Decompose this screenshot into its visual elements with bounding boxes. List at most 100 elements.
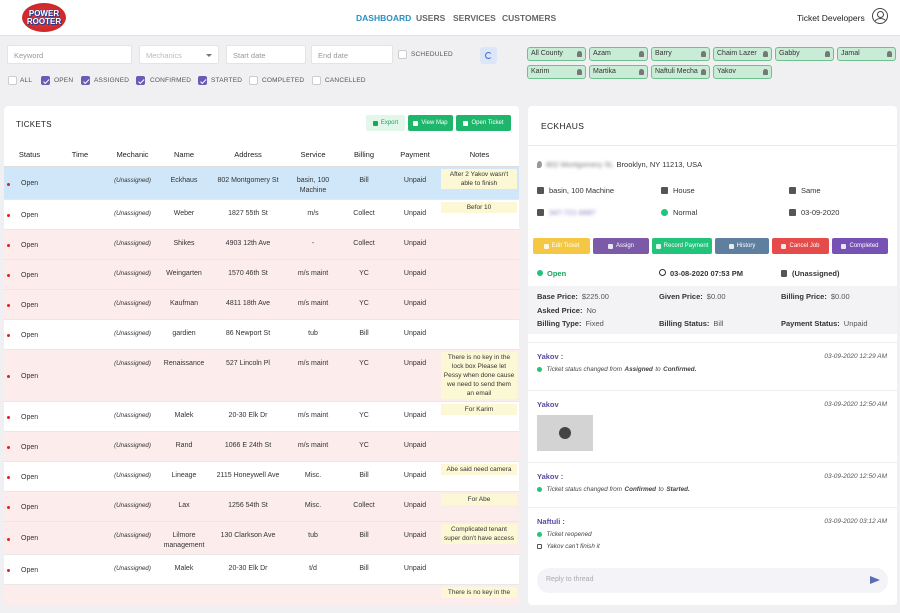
panel-title: TICKETS bbox=[16, 120, 52, 129]
filter-input[interactable]: Start date bbox=[226, 45, 306, 64]
payment: Unpaid bbox=[390, 491, 440, 522]
checkbox[interactable] bbox=[41, 76, 50, 85]
billing: Bill bbox=[338, 461, 390, 492]
checkbox[interactable] bbox=[8, 76, 17, 85]
ticket-row[interactable]: Open (Unassigned) Rand 1066 E 24th St m/s ma… bbox=[4, 431, 519, 462]
ticket-row[interactable]: Open (Unassigned) Kaufman 4811 18th Ave m/s … bbox=[4, 289, 519, 320]
info-text: Same bbox=[801, 186, 821, 195]
ticket-row[interactable]: Open (Unassigned) Lineage 2115 Honeywell Av… bbox=[4, 461, 519, 492]
button-label: Completed bbox=[849, 243, 879, 249]
user-icon[interactable] bbox=[872, 8, 888, 24]
bell-icon bbox=[825, 51, 830, 57]
filter-input[interactable]: Keyword bbox=[7, 45, 132, 64]
action-button[interactable]: Edit Ticket bbox=[533, 238, 590, 254]
cell bbox=[4, 584, 55, 605]
service: m/s maint bbox=[288, 431, 338, 462]
address: 1827 55th St bbox=[208, 199, 288, 230]
action-button[interactable]: Completed bbox=[832, 238, 888, 254]
cell: For Karim bbox=[440, 401, 519, 432]
price-label: Billing Price: bbox=[781, 292, 827, 301]
ticket-row[interactable]: There is no key in the bbox=[4, 584, 519, 605]
cell: Open bbox=[4, 289, 55, 320]
log-text: Yakov can't finish it bbox=[546, 543, 600, 550]
ticket-row[interactable]: Open (Unassigned) Weingarten 1570 46th St m/… bbox=[4, 259, 519, 290]
video-thumbnail[interactable] bbox=[537, 415, 593, 451]
refresh-button[interactable] bbox=[480, 47, 497, 64]
payment: Unpaid bbox=[390, 259, 440, 290]
nav-link[interactable]: CUSTOMERS bbox=[502, 13, 557, 23]
ticket-row[interactable]: Open (Unassigned) Malek 20-30 Elk Dr t/d Bill… bbox=[4, 554, 519, 585]
mechanic-chip[interactable]: Karim bbox=[527, 65, 586, 79]
service: tub bbox=[288, 319, 338, 350]
action-button[interactable]: History bbox=[715, 238, 769, 254]
mechanic-chip[interactable]: Naftuli Mecha bbox=[651, 65, 710, 79]
cell: Open bbox=[4, 199, 55, 230]
action-button[interactable]: Record Payment bbox=[652, 238, 712, 254]
reply-input[interactable]: Reply to thread bbox=[537, 568, 888, 593]
cell: Open bbox=[4, 401, 55, 432]
checkbox[interactable] bbox=[136, 76, 145, 85]
toolbar-button[interactable]: Open Ticket bbox=[456, 115, 511, 131]
cell: There is no key in the lock box Please l… bbox=[440, 349, 519, 402]
nav-link[interactable]: SERVICES bbox=[453, 13, 496, 23]
toolbar-button[interactable]: View Map bbox=[408, 115, 453, 131]
filter-input[interactable]: End date bbox=[311, 45, 393, 64]
checkbox[interactable] bbox=[312, 76, 321, 85]
checkbox[interactable] bbox=[249, 76, 258, 85]
name: Weingarten bbox=[160, 259, 208, 290]
time: 03-09-2020 03:12 AM bbox=[824, 518, 887, 525]
mechanic-chip[interactable]: Yakov bbox=[713, 65, 772, 79]
checkbox[interactable] bbox=[398, 50, 407, 59]
tickets-panel: TICKETS Status Time Mechanic Name Address Ser… bbox=[4, 106, 519, 605]
nav-link[interactable]: USERS bbox=[416, 13, 446, 23]
name: gardien bbox=[160, 319, 208, 350]
ticket-row[interactable]: Open (Unassigned) Weber 1827 55th St m/s Coll… bbox=[4, 199, 519, 230]
ticket-row[interactable]: Open (Unassigned) Lilmore management 130 Cl… bbox=[4, 521, 519, 555]
mechanic-chip[interactable]: Chaim Lazer bbox=[713, 47, 772, 61]
service: m/s maint bbox=[288, 289, 338, 320]
ticket-row[interactable]: Open (Unassigned) gardien 86 Newport St tub B… bbox=[4, 319, 519, 350]
ticket-row[interactable]: Open (Unassigned) Shikes 4903 12th Ave - Coll… bbox=[4, 229, 519, 260]
status-dot bbox=[7, 506, 10, 509]
logo[interactable]: POWER ROOTER bbox=[22, 3, 66, 32]
button-icon bbox=[607, 243, 613, 249]
payment: Unpaid bbox=[390, 289, 440, 320]
status: Open bbox=[21, 241, 39, 249]
bell-icon bbox=[639, 69, 644, 75]
user-name[interactable]: Ticket Developers bbox=[797, 13, 865, 23]
bell-icon bbox=[763, 69, 768, 75]
action-button[interactable]: Cancel Job bbox=[772, 238, 829, 254]
toolbar-button[interactable]: Export bbox=[366, 115, 405, 131]
button-icon bbox=[728, 243, 734, 249]
name: Malek bbox=[160, 401, 208, 432]
mechanic-chip[interactable]: Martika bbox=[589, 65, 648, 79]
billing: YC bbox=[338, 431, 390, 462]
cell bbox=[338, 584, 390, 605]
status: Open bbox=[21, 301, 39, 309]
filter-input[interactable]: Mechanics bbox=[139, 45, 219, 64]
send-icon[interactable] bbox=[870, 576, 880, 584]
mechanic-chip[interactable]: Jamal bbox=[837, 47, 896, 61]
bell-icon bbox=[701, 69, 706, 75]
cell bbox=[440, 259, 519, 290]
checkbox[interactable] bbox=[198, 76, 207, 85]
action-button[interactable]: Assign bbox=[593, 238, 649, 254]
price-label: Billing Status: bbox=[659, 319, 710, 328]
ticket-row[interactable]: Open (Unassigned) Malek 20-30 Elk Dr m/s mai… bbox=[4, 401, 519, 432]
payment: Unpaid bbox=[390, 401, 440, 432]
address: 20-30 Elk Dr bbox=[208, 554, 288, 585]
payment: Unpaid bbox=[390, 166, 440, 200]
checkbox[interactable] bbox=[81, 76, 90, 85]
nav-link[interactable]: DASHBOARD bbox=[356, 13, 412, 23]
mechanic-chip[interactable]: Barry bbox=[651, 47, 710, 61]
mechanic-chip[interactable]: Azam bbox=[589, 47, 648, 61]
ticket-row[interactable]: Open (Unassigned) Lax 1256 54th St Misc. Coll… bbox=[4, 491, 519, 522]
ticket-row[interactable]: Open (Unassigned) Eckhaus 802 Montgomery St… bbox=[4, 166, 519, 200]
ticket-row[interactable]: Open (Unassigned) Renaissance 527 Lincoln P… bbox=[4, 349, 519, 402]
mechanic-chip[interactable]: Gabby bbox=[775, 47, 834, 61]
info-icon bbox=[789, 187, 796, 194]
billing: Bill bbox=[338, 166, 390, 200]
name: Kaufman bbox=[160, 289, 208, 320]
mechanic-chip[interactable]: All County bbox=[527, 47, 586, 61]
